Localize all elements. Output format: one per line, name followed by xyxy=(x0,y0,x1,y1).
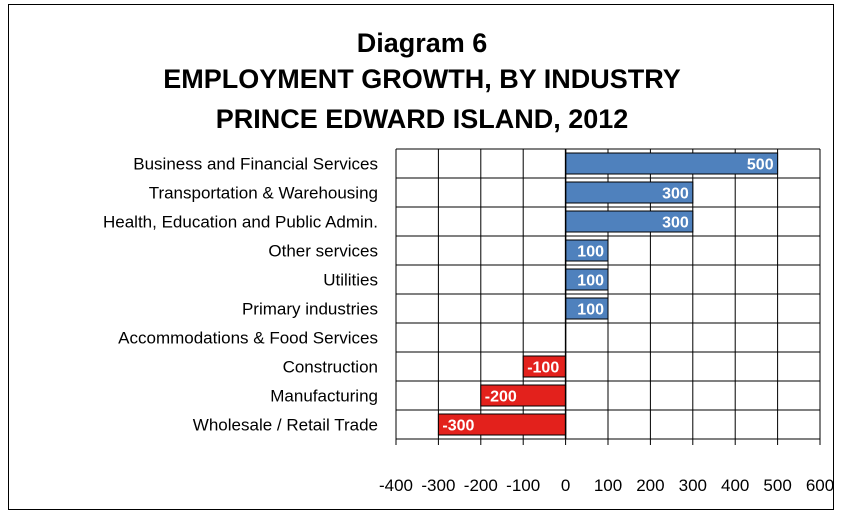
x-tick-label: -200 xyxy=(464,476,498,495)
category-label: Business and Financial Services xyxy=(133,155,378,174)
bars: 500 300 300 100 100 100 -100 -200 -300 xyxy=(437,152,779,436)
x-tick-label: 100 xyxy=(594,476,622,495)
category-label: Primary industries xyxy=(242,300,378,319)
x-tick-label: 600 xyxy=(806,476,834,495)
category-label: Accommodations & Food Services xyxy=(118,329,378,348)
bar-data-label: 300 xyxy=(662,186,689,203)
chart-title-line-3: PRINCE EDWARD ISLAND, 2012 xyxy=(215,104,629,134)
x-tick-label: 300 xyxy=(679,476,707,495)
x-tick-label: -300 xyxy=(421,476,455,495)
x-tick-label: -400 xyxy=(379,476,413,495)
category-label: Other services xyxy=(268,242,378,261)
category-label: Health, Education and Public Admin. xyxy=(103,213,378,232)
x-tick-label: -100 xyxy=(506,476,540,495)
bar-data-label: -100 xyxy=(527,360,559,377)
chart-title-line-2: EMPLOYMENT GROWTH, BY INDUSTRY xyxy=(163,64,681,94)
bar-data-label: 500 xyxy=(747,157,774,174)
x-tick-label: 500 xyxy=(763,476,791,495)
bar-data-label: 100 xyxy=(577,302,604,319)
x-tick-label: 400 xyxy=(721,476,749,495)
category-label: Wholesale / Retail Trade xyxy=(193,416,378,435)
chart-frame xyxy=(8,4,834,510)
axes xyxy=(395,149,821,445)
x-tick-labels: -400 -300 -200 -100 0 100 200 300 400 500 600 xyxy=(379,476,834,495)
category-label: Transportation & Warehousing xyxy=(149,184,378,203)
x-tick-label: 200 xyxy=(636,476,664,495)
bar-data-label: -300 xyxy=(442,418,474,435)
category-labels: Business and Financial Services Transport… xyxy=(103,155,378,435)
bar-data-label: 300 xyxy=(662,215,689,232)
x-tick-label: 0 xyxy=(561,476,570,495)
bar xyxy=(565,152,779,175)
bar-data-label: -200 xyxy=(485,389,517,406)
category-label: Manufacturing xyxy=(270,387,378,406)
chart-title-line-1: Diagram 6 xyxy=(356,28,488,58)
bar-data-label: 100 xyxy=(577,244,604,261)
category-label: Construction xyxy=(283,358,378,377)
category-label: Utilities xyxy=(323,271,378,290)
bar-data-label: 100 xyxy=(577,273,604,290)
